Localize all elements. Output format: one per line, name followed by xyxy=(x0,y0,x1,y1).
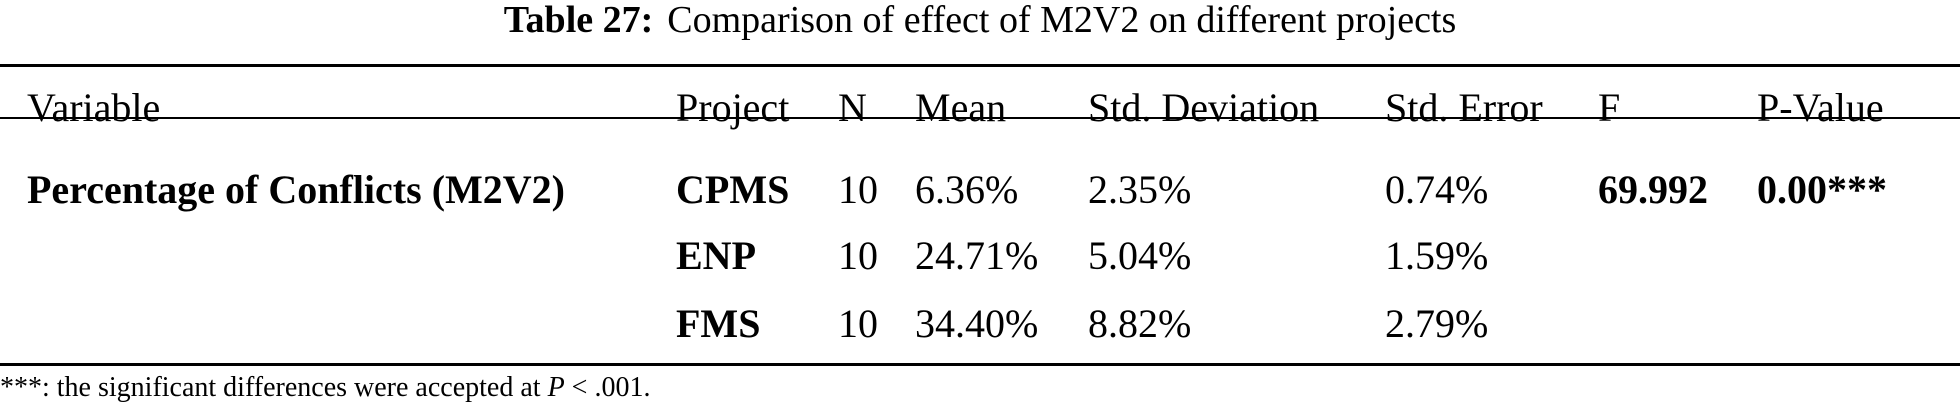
f-value: 69.992 xyxy=(1598,167,1708,212)
footnote-suffix: < .001. xyxy=(564,372,651,403)
bottom-rule xyxy=(0,363,1960,366)
header-f: F xyxy=(1598,85,1621,130)
row-std-error: 0.74% xyxy=(1385,167,1489,212)
row-std-error: 1.59% xyxy=(1385,233,1489,278)
row-project: FMS xyxy=(676,301,761,346)
header-project: Project xyxy=(676,85,790,130)
table-footnote: ***: the significant differences were ac… xyxy=(0,372,650,404)
row-std-deviation: 8.82% xyxy=(1088,301,1192,346)
table-label: Table 27: xyxy=(503,0,654,41)
row-std-deviation: 5.04% xyxy=(1088,233,1192,278)
row-mean: 24.71% xyxy=(915,233,1039,278)
p-value: 0.00*** xyxy=(1757,167,1887,212)
footnote-prefix: ***: the significant differences were ac… xyxy=(0,372,548,403)
header-std-deviation: Std. Deviation xyxy=(1088,85,1320,130)
header-mean: Mean xyxy=(915,85,1007,130)
header-variable: Variable xyxy=(27,85,161,130)
top-rule xyxy=(0,64,1960,67)
variable-name: Percentage of Conflicts (M2V2) xyxy=(27,167,565,212)
table-title: Comparison of effect of M2V2 on differen… xyxy=(667,0,1457,41)
row-n: 10 xyxy=(838,301,878,346)
row-mean: 6.36% xyxy=(915,167,1019,212)
header-rule xyxy=(0,117,1960,119)
header-std-error: Std. Error xyxy=(1385,85,1543,130)
row-mean: 34.40% xyxy=(915,301,1039,346)
header-p-value: P-Value xyxy=(1757,85,1884,130)
row-std-error: 2.79% xyxy=(1385,301,1489,346)
row-n: 10 xyxy=(838,233,878,278)
row-project: ENP xyxy=(676,233,756,278)
table-caption: Table 27: Comparison of effect of M2V2 on… xyxy=(0,0,1960,46)
header-n: N xyxy=(838,85,867,130)
row-std-deviation: 2.35% xyxy=(1088,167,1192,212)
row-n: 10 xyxy=(838,167,878,212)
row-project: CPMS xyxy=(676,167,790,212)
footnote-symbol: P xyxy=(547,372,565,403)
